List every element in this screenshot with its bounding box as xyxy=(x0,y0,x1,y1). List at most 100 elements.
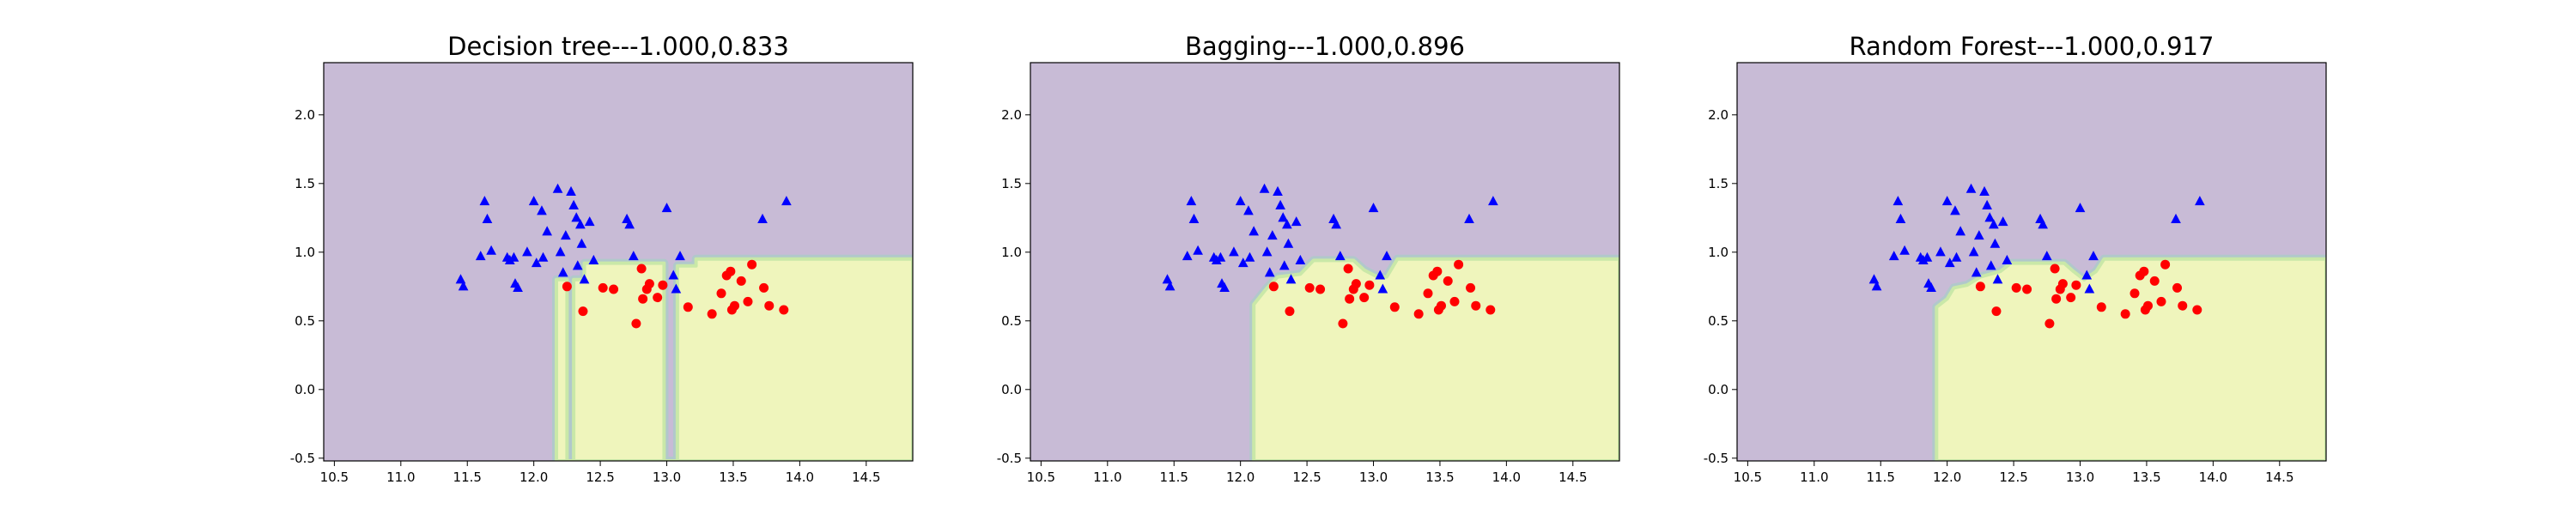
x-tick-label: 12.0 xyxy=(1933,470,1961,485)
x-tick-label: 11.5 xyxy=(453,470,482,485)
data-point-circle xyxy=(2120,309,2130,319)
data-point-circle xyxy=(2129,288,2140,299)
data-point-triangle xyxy=(566,185,576,196)
x-tick-label: 13.5 xyxy=(1425,470,1454,485)
data-point-triangle xyxy=(1237,258,1249,268)
data-point-triangle xyxy=(1186,196,1197,206)
x-tick-label: 14.5 xyxy=(852,470,880,485)
data-point-circle xyxy=(1466,282,1476,293)
data-point-triangle xyxy=(661,203,672,213)
data-point-circle xyxy=(2044,318,2055,329)
data-point-circle xyxy=(2192,305,2202,315)
data-point-circle xyxy=(759,282,769,293)
data-point-triangle xyxy=(455,274,466,284)
y-tick-label: 2.0 xyxy=(295,107,315,123)
data-point-circle xyxy=(2057,279,2068,289)
data-point-circle xyxy=(1471,300,1481,311)
y-tick-label: 1.0 xyxy=(295,245,315,260)
data-point-circle xyxy=(1268,282,1279,292)
data-point-circle xyxy=(729,300,739,311)
data-point-circle xyxy=(636,264,647,274)
data-point-circle xyxy=(726,266,736,276)
y-tick-label: 2.0 xyxy=(1708,107,1728,123)
data-point-triangle xyxy=(1935,246,1946,257)
plot-area xyxy=(324,63,913,461)
data-point-triangle xyxy=(1273,185,1283,196)
panel-random-forest: Random Forest---1.000,0.917 10.5 11.0 11.5… xyxy=(1704,32,2327,485)
x-tick-label: 14.0 xyxy=(1492,470,1521,485)
plot-area xyxy=(1737,63,2326,461)
data-point-triangle xyxy=(482,213,493,223)
data-point-circle xyxy=(2178,300,2188,311)
data-point-triangle xyxy=(579,274,590,284)
data-point-triangle xyxy=(508,251,519,262)
plot-area xyxy=(1030,63,1619,461)
x-tick-label: 10.5 xyxy=(1734,470,1762,485)
data-point-triangle xyxy=(575,219,586,229)
data-point-triangle xyxy=(2195,196,2205,206)
data-point-triangle xyxy=(757,213,768,223)
data-point-circle xyxy=(598,282,608,293)
data-point-triangle xyxy=(1229,246,1239,257)
data-point-circle xyxy=(779,305,789,315)
data-point-circle xyxy=(707,309,717,319)
data-point-triangle xyxy=(1989,219,1999,229)
data-point-triangle xyxy=(475,251,486,261)
data-point-triangle xyxy=(1285,274,1297,284)
data-point-triangle xyxy=(1955,226,1966,236)
panel-decision-tree: Decision tree---1.000,0.833 10.5 11.0 11.5… xyxy=(290,32,914,485)
data-point-circle xyxy=(2096,302,2106,312)
data-point-triangle xyxy=(1899,245,1910,255)
data-point-circle xyxy=(609,284,619,294)
data-point-triangle xyxy=(504,254,515,264)
data-point-circle xyxy=(2066,293,2076,303)
data-point-triangle xyxy=(1968,246,1979,257)
data-point-triangle xyxy=(1164,281,1176,291)
data-point-circle xyxy=(1359,293,1370,303)
data-point-circle xyxy=(716,288,726,299)
data-point-triangle xyxy=(1278,212,1289,222)
data-point-triangle xyxy=(1488,196,1498,206)
data-point-triangle xyxy=(1188,213,1200,223)
data-point-triangle xyxy=(668,270,679,280)
data-point-triangle xyxy=(2171,213,2181,223)
data-point-circle xyxy=(1343,264,1353,274)
x-tick-label: 12.5 xyxy=(1999,470,2027,485)
region-class-1 xyxy=(555,257,913,461)
data-point-triangle xyxy=(513,282,523,292)
data-point-triangle xyxy=(1985,260,1996,270)
data-point-circle xyxy=(1345,294,1355,304)
y-tick-label: 2.0 xyxy=(1001,107,1022,123)
data-point-triangle xyxy=(1261,246,1273,257)
data-point-triangle xyxy=(1979,185,1990,196)
data-point-triangle xyxy=(1871,281,1882,291)
y-tick-label: 0.0 xyxy=(1708,382,1728,397)
y-tick-label: -0.5 xyxy=(290,451,315,466)
x-tick-label: 11.0 xyxy=(1800,470,1828,485)
data-point-triangle xyxy=(1888,251,1899,261)
y-tick-label: 1.0 xyxy=(1708,245,1728,260)
data-point-triangle xyxy=(781,196,792,206)
data-point-circle xyxy=(2160,259,2171,270)
data-point-triangle xyxy=(1219,282,1230,292)
data-point-triangle xyxy=(1893,196,1904,206)
data-point-circle xyxy=(2071,280,2081,290)
data-point-circle xyxy=(2156,296,2166,306)
data-point-circle xyxy=(2051,294,2062,304)
data-point-triangle xyxy=(675,251,685,261)
data-point-triangle xyxy=(486,245,496,255)
data-point-triangle xyxy=(1215,251,1226,262)
y-tick-label: 1.5 xyxy=(295,176,315,191)
data-point-triangle xyxy=(1368,203,1379,213)
data-point-triangle xyxy=(1984,212,1996,222)
data-point-circle xyxy=(631,318,641,329)
data-point-circle xyxy=(2022,284,2032,294)
data-point-triangle xyxy=(1267,230,1278,240)
data-point-circle xyxy=(644,279,654,289)
data-point-circle xyxy=(747,259,757,270)
data-point-triangle xyxy=(1992,274,2003,284)
data-point-circle xyxy=(1338,318,1348,329)
x-tick-label: 10.5 xyxy=(320,470,349,485)
y-tick-label: 0.5 xyxy=(295,313,315,329)
